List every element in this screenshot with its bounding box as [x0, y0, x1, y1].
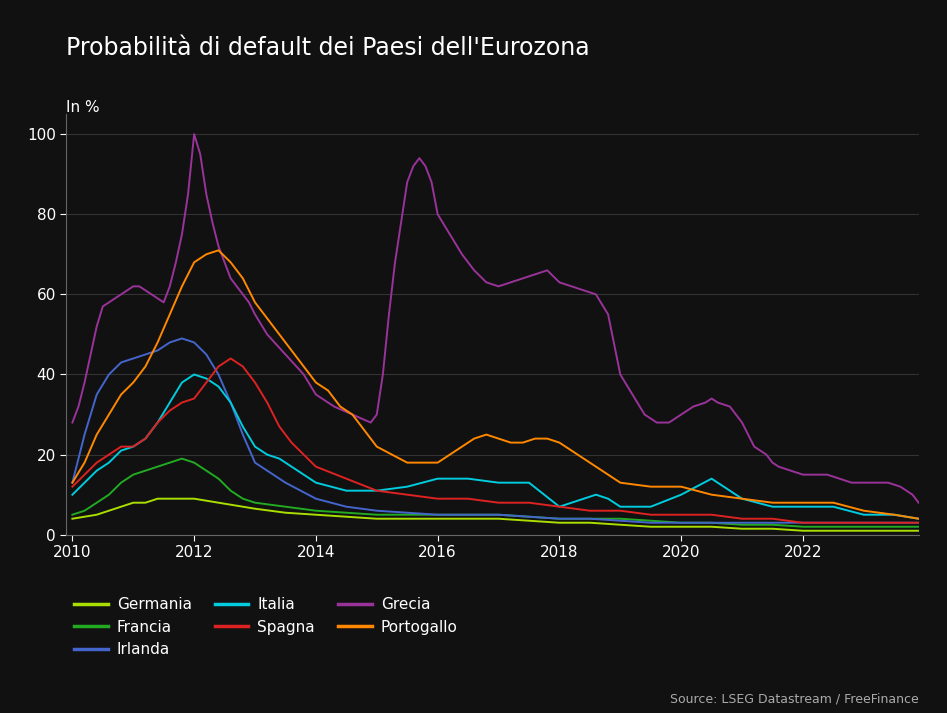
Text: Source: LSEG Datastream / FreeFinance: Source: LSEG Datastream / FreeFinance: [670, 693, 919, 706]
Text: In %: In %: [66, 100, 100, 115]
Legend: Germania, Francia, Irlanda, Italia, Spagna, Grecia, Portogallo: Germania, Francia, Irlanda, Italia, Spag…: [74, 597, 457, 657]
Text: Probabilità di default dei Paesi dell'Eurozona: Probabilità di default dei Paesi dell'Eu…: [66, 36, 590, 60]
